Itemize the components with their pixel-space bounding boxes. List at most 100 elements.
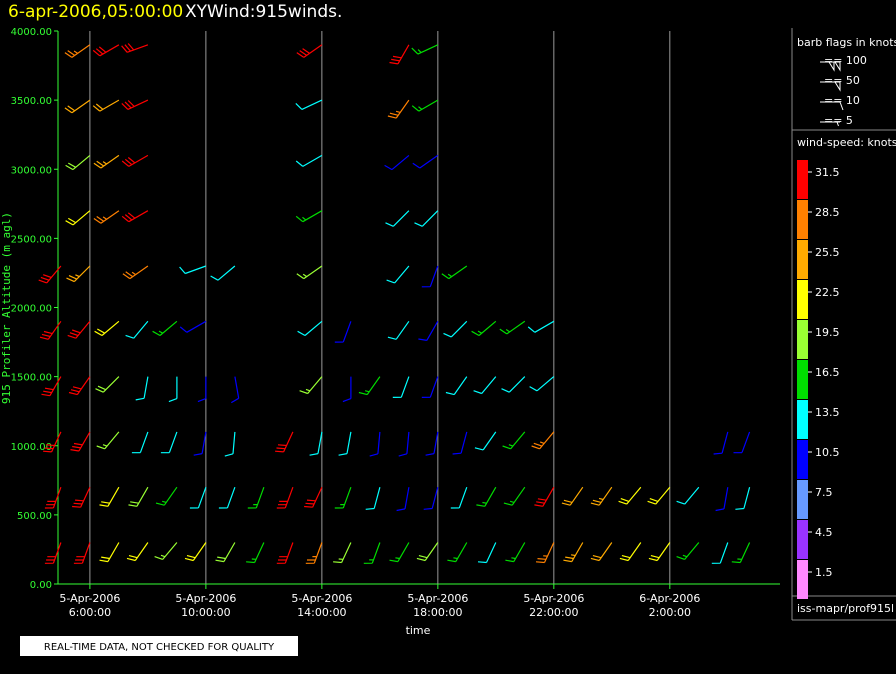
legend-label: == 50 [824, 74, 860, 87]
wind-barb [246, 542, 265, 564]
y-tick-label: 2500.00 [11, 234, 52, 245]
wind-barb [590, 486, 613, 506]
y-axis-label: 915 Profiler Altitude (m agl) [0, 212, 13, 404]
wind-barb [96, 431, 120, 450]
y-tick-label: 4000.00 [11, 27, 52, 38]
wind-barb [297, 320, 323, 337]
wind-barb [473, 376, 497, 395]
wind-barb [305, 542, 323, 564]
wind-barb [505, 542, 526, 563]
note-box [20, 636, 298, 656]
wind-barb [386, 265, 410, 284]
wind-barb [155, 486, 178, 506]
wind-barb [197, 376, 207, 403]
wind-barb [421, 376, 439, 398]
wind-barb [531, 431, 555, 450]
colorbar-label: 13.5 [815, 406, 840, 419]
wind-barb [676, 542, 700, 560]
colorbar-swatch [797, 560, 808, 599]
colorbar-label: 10.5 [815, 446, 840, 459]
colorbar-label: 22.5 [815, 286, 840, 299]
wind-barb [218, 486, 236, 509]
wind-barb [224, 431, 236, 457]
wind-barb [411, 99, 439, 112]
wind-barb [387, 320, 410, 340]
wind-barb [38, 265, 62, 284]
wind-barb [392, 376, 410, 398]
wind-barb [421, 265, 439, 288]
x-tick-label: 5-Apr-2006 [291, 592, 352, 605]
wind-barb [443, 320, 468, 338]
wind-barb [128, 486, 149, 507]
wind-barb [476, 486, 497, 507]
wind-barb [535, 542, 555, 564]
chart-subtitle: XYWind:915winds. [185, 2, 342, 22]
wind-barb [711, 542, 729, 564]
wind-barb [41, 376, 62, 397]
wind-barb [502, 431, 526, 450]
note: REAL-TIME DATA, NOT CHECKED FOR QUALITY [44, 642, 275, 653]
wind-barb [193, 431, 207, 456]
wind-barb [65, 154, 91, 171]
wind-barb [44, 542, 62, 564]
wind-barb [295, 99, 323, 110]
wind-barb [184, 542, 207, 562]
colorbar-title: wind-speed: knots [797, 136, 896, 149]
x-tick-label: 22:00:00 [529, 606, 578, 619]
wind-barb [93, 154, 120, 169]
x-tick-label: 5-Apr-2006 [59, 592, 120, 605]
wind-barb [304, 486, 323, 508]
wind-barb [452, 431, 468, 455]
wind-barb [450, 486, 468, 509]
wind-barb [387, 99, 410, 119]
x-tick-label: 6-Apr-2006 [639, 592, 700, 605]
wind-barb [389, 44, 410, 65]
wind-barb [441, 265, 468, 280]
wind-barb [160, 431, 178, 454]
wind-barb [92, 99, 120, 112]
wind-barb [384, 154, 410, 171]
wind-barb [342, 376, 352, 403]
wind-barb [73, 542, 91, 564]
wind-barb [334, 321, 352, 343]
wind-barb [131, 431, 149, 454]
wind-barb [70, 431, 91, 452]
chart-title: 6-apr-2006,05:00:00 [8, 2, 183, 22]
y-tick-label: 2000.00 [11, 304, 52, 315]
wind-barb [179, 320, 207, 333]
wind-barb [733, 431, 751, 454]
wind-barb [590, 542, 613, 562]
wind-barb [152, 320, 178, 337]
colorbar-label: 4.5 [815, 526, 833, 539]
wind-barb [411, 44, 439, 55]
colorbar-swatch [797, 280, 808, 319]
x-tick-label: 5-Apr-2006 [523, 592, 584, 605]
colorbar-swatch [797, 360, 808, 399]
legend-barb [820, 61, 841, 72]
colorbar-label: 25.5 [815, 246, 840, 259]
wind-barb [44, 486, 62, 509]
wind-barb [276, 542, 294, 564]
wind-barb [230, 376, 240, 404]
wind-barb [445, 376, 468, 396]
wind-barb [474, 431, 497, 451]
wind-barb [126, 542, 149, 562]
colorbar-label: 28.5 [815, 206, 840, 219]
colorbar-label: 19.5 [815, 326, 840, 339]
colorbar-swatch [797, 200, 808, 239]
wind-barb [471, 320, 497, 337]
wind-barb [396, 487, 410, 512]
wind-barb [64, 99, 91, 114]
colorbar-swatch [797, 480, 808, 519]
wind-barb [527, 320, 555, 333]
wind-barb [715, 487, 729, 512]
wind-barb [93, 210, 120, 224]
wind-barb [648, 542, 671, 562]
wind-barb [731, 542, 751, 564]
wind-barb [121, 154, 149, 167]
y-tick-label: 1000.00 [11, 442, 52, 453]
wind-barb [122, 265, 149, 280]
colorbar-swatch [797, 400, 808, 439]
legend-label: == 10 [824, 94, 860, 107]
